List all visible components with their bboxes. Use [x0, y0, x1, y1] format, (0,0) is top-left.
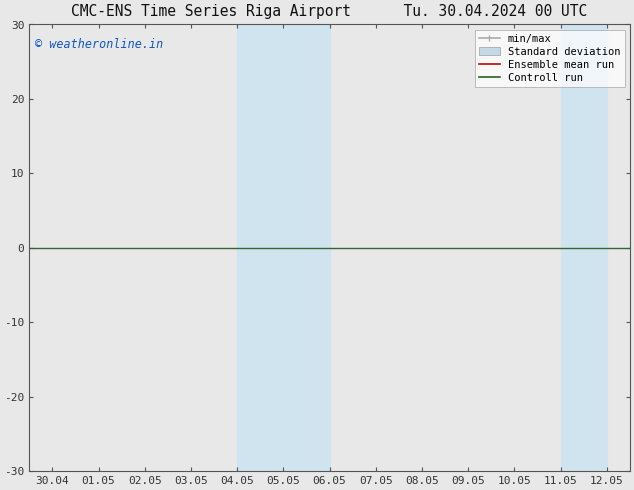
Bar [237, 24, 283, 471]
Legend: min/max, Standard deviation, Ensemble mean run, Controll run: min/max, Standard deviation, Ensemble me… [475, 30, 624, 87]
Text: © weatheronline.in: © weatheronline.in [36, 38, 164, 51]
Title: CMC-ENS Time Series Riga Airport      Tu. 30.04.2024 00 UTC: CMC-ENS Time Series Riga Airport Tu. 30.… [72, 4, 588, 19]
Bar [560, 24, 607, 471]
Bar [283, 24, 330, 471]
